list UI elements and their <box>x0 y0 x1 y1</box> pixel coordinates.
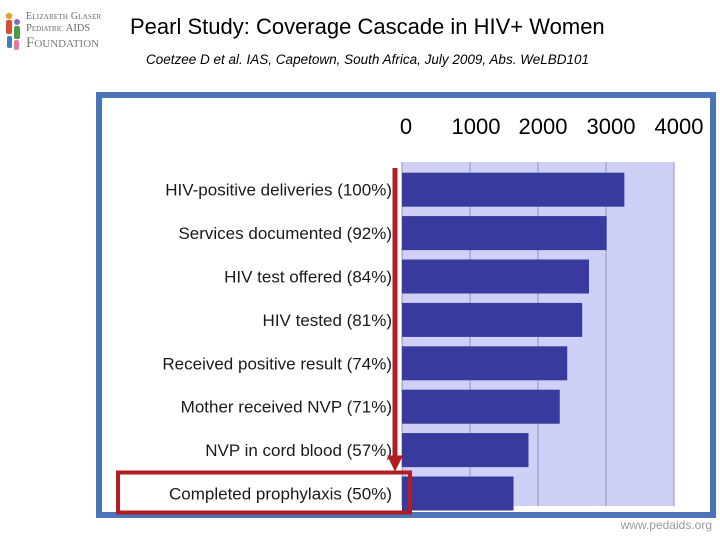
slide-subtitle: Coetzee D et al. IAS, Capetown, South Af… <box>146 52 589 67</box>
bar-5 <box>402 346 568 381</box>
logo-line-2: Pediatric AIDS <box>26 23 91 34</box>
category-label-8: Completed prophylaxis (50%) <box>169 485 392 504</box>
bar-3 <box>402 259 589 294</box>
slide-title: Pearl Study: Coverage Cascade in HIV+ Wo… <box>130 14 605 39</box>
logo-text: Elizabeth Glaser Pediatric AIDS Foundati… <box>26 12 101 51</box>
x-tick-label-1000: 1000 <box>452 114 501 139</box>
bar-1 <box>402 172 625 207</box>
category-label-4: HIV tested (81%) <box>263 311 392 330</box>
children-figures-icon <box>5 12 20 50</box>
x-tick-label-2000: 2000 <box>519 114 568 139</box>
footer-url: www.pedaids.org <box>620 518 712 532</box>
category-label-6: Mother received NVP (71%) <box>181 398 392 417</box>
category-label-2: Services documented (92%) <box>178 224 392 243</box>
bar-chart: 0 1000 2000 3000 4000 HIV-positive deliverie… <box>102 98 710 515</box>
x-tick-label-0: 0 <box>400 114 412 139</box>
x-tick-label-4000: 4000 <box>655 114 704 139</box>
highlight-box <box>116 470 412 515</box>
category-label-7: NVP in cord blood (57%) <box>205 441 392 460</box>
bar-4 <box>402 302 583 337</box>
bar-8 <box>402 476 514 511</box>
x-tick-label-3000: 3000 <box>587 114 636 139</box>
category-label-1: HIV-positive deliveries (100%) <box>165 181 392 200</box>
category-label-5: Received positive result (74%) <box>162 354 392 373</box>
bar-6 <box>402 389 560 424</box>
bar-7 <box>402 433 529 468</box>
chart-panel: 0 1000 2000 3000 4000 HIV-positive deliverie… <box>96 92 716 518</box>
cascade-arrow-head <box>387 455 403 472</box>
category-label-3: HIV test offered (84%) <box>224 268 392 287</box>
foundation-logo: Elizabeth Glaser Pediatric AIDS Foundati… <box>4 8 126 60</box>
logo-line-3: Foundation <box>26 34 100 51</box>
logo-line-1: Elizabeth Glaser <box>26 11 102 22</box>
bar-2 <box>402 216 607 251</box>
